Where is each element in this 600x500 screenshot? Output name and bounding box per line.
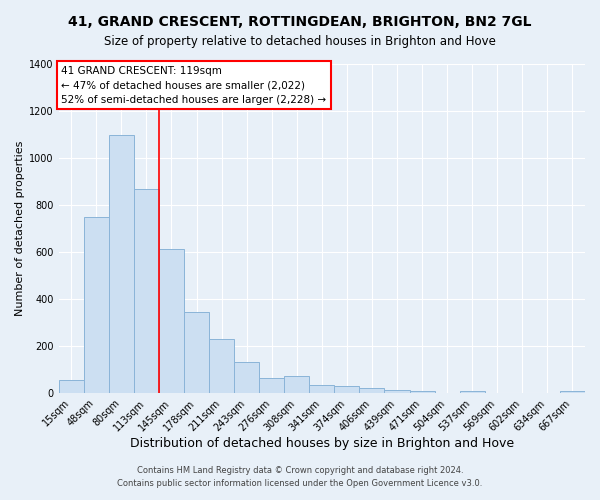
Text: 41, GRAND CRESCENT, ROTTINGDEAN, BRIGHTON, BN2 7GL: 41, GRAND CRESCENT, ROTTINGDEAN, BRIGHTO… bbox=[68, 15, 532, 29]
Bar bbox=[359, 388, 385, 393]
Bar bbox=[334, 386, 359, 393]
Bar bbox=[109, 134, 134, 393]
X-axis label: Distribution of detached houses by size in Brighton and Hove: Distribution of detached houses by size … bbox=[130, 437, 514, 450]
Text: Contains HM Land Registry data © Crown copyright and database right 2024.
Contai: Contains HM Land Registry data © Crown c… bbox=[118, 466, 482, 487]
Bar bbox=[460, 391, 485, 393]
Bar bbox=[560, 391, 585, 393]
Text: Size of property relative to detached houses in Brighton and Hove: Size of property relative to detached ho… bbox=[104, 35, 496, 48]
Text: 41 GRAND CRESCENT: 119sqm
← 47% of detached houses are smaller (2,022)
52% of se: 41 GRAND CRESCENT: 119sqm ← 47% of detac… bbox=[61, 66, 326, 105]
Bar bbox=[184, 312, 209, 393]
Bar bbox=[259, 378, 284, 393]
Bar bbox=[84, 217, 109, 393]
Bar bbox=[234, 362, 259, 393]
Bar bbox=[209, 340, 234, 393]
Bar bbox=[385, 390, 410, 393]
Bar bbox=[134, 188, 159, 393]
Bar bbox=[284, 376, 309, 393]
Bar bbox=[59, 380, 84, 393]
Bar bbox=[410, 390, 434, 393]
Y-axis label: Number of detached properties: Number of detached properties bbox=[15, 141, 25, 316]
Bar bbox=[309, 386, 334, 393]
Bar bbox=[159, 248, 184, 393]
